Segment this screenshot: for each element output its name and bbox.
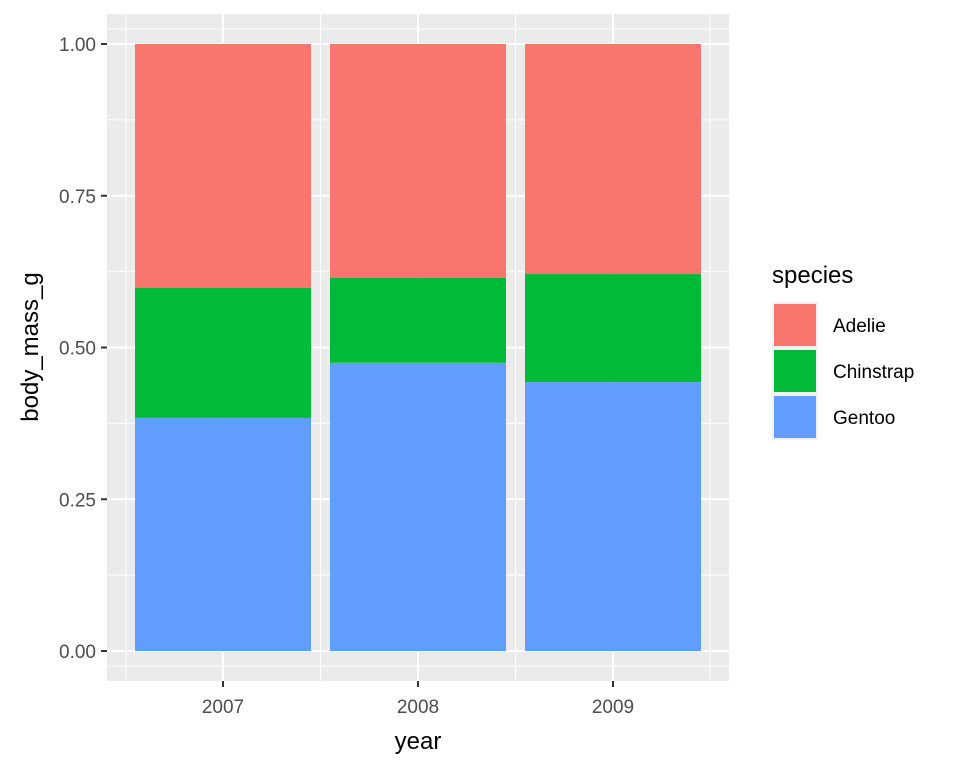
legend-title: species: [772, 262, 853, 289]
x-tick-label: 2009: [592, 697, 634, 718]
bar-adelie-2007: [135, 44, 311, 289]
bar-chinstrap-2007: [135, 288, 311, 418]
legend-label-gentoo: Gentoo: [833, 408, 895, 429]
bar-chinstrap-2008: [330, 277, 506, 363]
bar-gentoo-2008: [330, 362, 506, 651]
bar-adelie-2008: [330, 44, 506, 278]
legend-label-chinstrap: Chinstrap: [833, 362, 914, 383]
y-tick-label: 0.00: [59, 642, 96, 663]
legend-swatch-chinstrap: [774, 350, 816, 392]
bar-chinstrap-2009: [525, 274, 701, 383]
bar-gentoo-2009: [525, 382, 701, 651]
y-tick-label: 0.50: [59, 339, 96, 360]
legend-label-adelie: Adelie: [833, 316, 886, 337]
x-tick-label: 2007: [202, 697, 244, 718]
bar-adelie-2009: [525, 44, 701, 275]
x-axis-title: year: [395, 728, 442, 755]
y-axis: 0.00 0.25 0.50 0.75 1.00: [59, 35, 107, 663]
legend: species Adelie Chinstrap Gentoo: [772, 262, 914, 440]
bar-gentoo-2007: [135, 417, 311, 651]
y-axis-title: body_mass_g: [17, 272, 44, 421]
x-axis: 2007 2008 2009: [202, 681, 634, 718]
y-tick-label: 1.00: [59, 35, 96, 56]
bars: [135, 44, 701, 651]
y-tick-label: 0.25: [59, 490, 96, 511]
legend-swatch-gentoo: [774, 396, 816, 438]
x-tick-label: 2008: [397, 697, 439, 718]
y-tick-label: 0.75: [59, 187, 96, 208]
legend-swatch-adelie: [774, 304, 816, 346]
